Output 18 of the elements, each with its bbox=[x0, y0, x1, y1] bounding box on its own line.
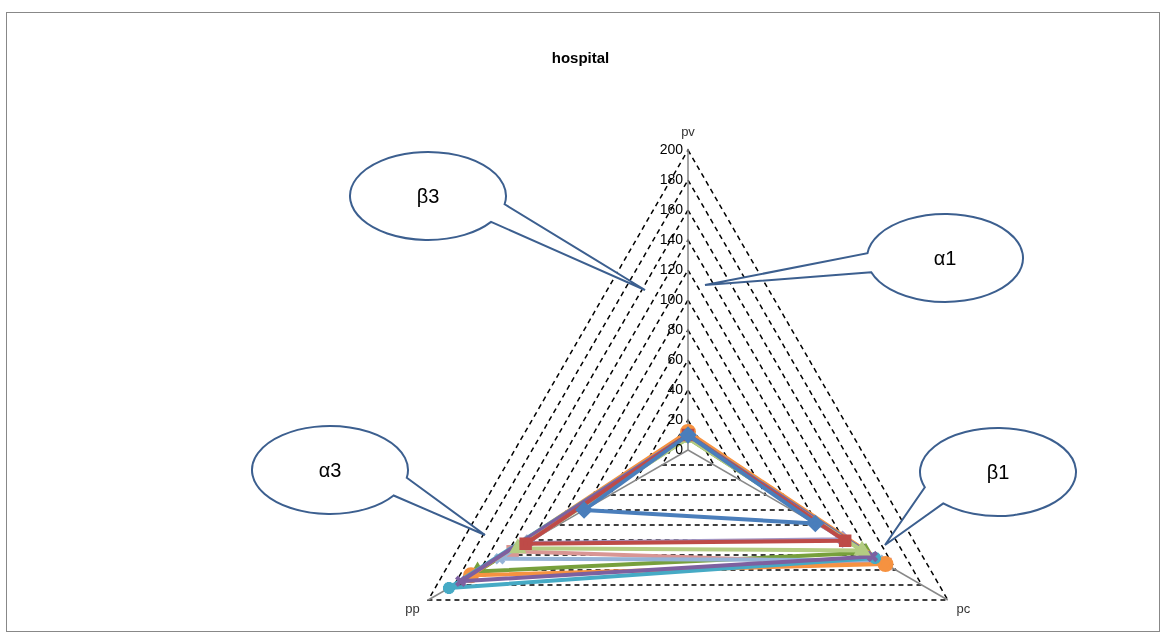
speech-bubble: α3 bbox=[251, 425, 486, 536]
y-tick-label: 200 bbox=[659, 140, 684, 157]
spoke-label: pp bbox=[405, 600, 420, 616]
y-tick-label: 100 bbox=[659, 290, 684, 307]
y-tick-label: 80 bbox=[667, 320, 684, 337]
speech-bubble: α1 bbox=[704, 213, 1024, 303]
y-tick-label: 120 bbox=[659, 260, 684, 277]
y-tick-label: 160 bbox=[659, 200, 684, 217]
y-tick-label: 40 bbox=[667, 380, 684, 397]
chart-title: hospital bbox=[551, 49, 610, 67]
y-tick-label: 140 bbox=[659, 230, 684, 247]
y-tick-label: 0 bbox=[675, 440, 684, 457]
speech-bubble: β3 bbox=[349, 151, 646, 291]
y-tick-label: 60 bbox=[667, 350, 684, 367]
y-tick-label: 180 bbox=[659, 170, 684, 187]
spoke-label: pc bbox=[956, 600, 971, 616]
speech-bubble: β1 bbox=[884, 427, 1077, 546]
spoke-label: pv bbox=[681, 123, 696, 139]
